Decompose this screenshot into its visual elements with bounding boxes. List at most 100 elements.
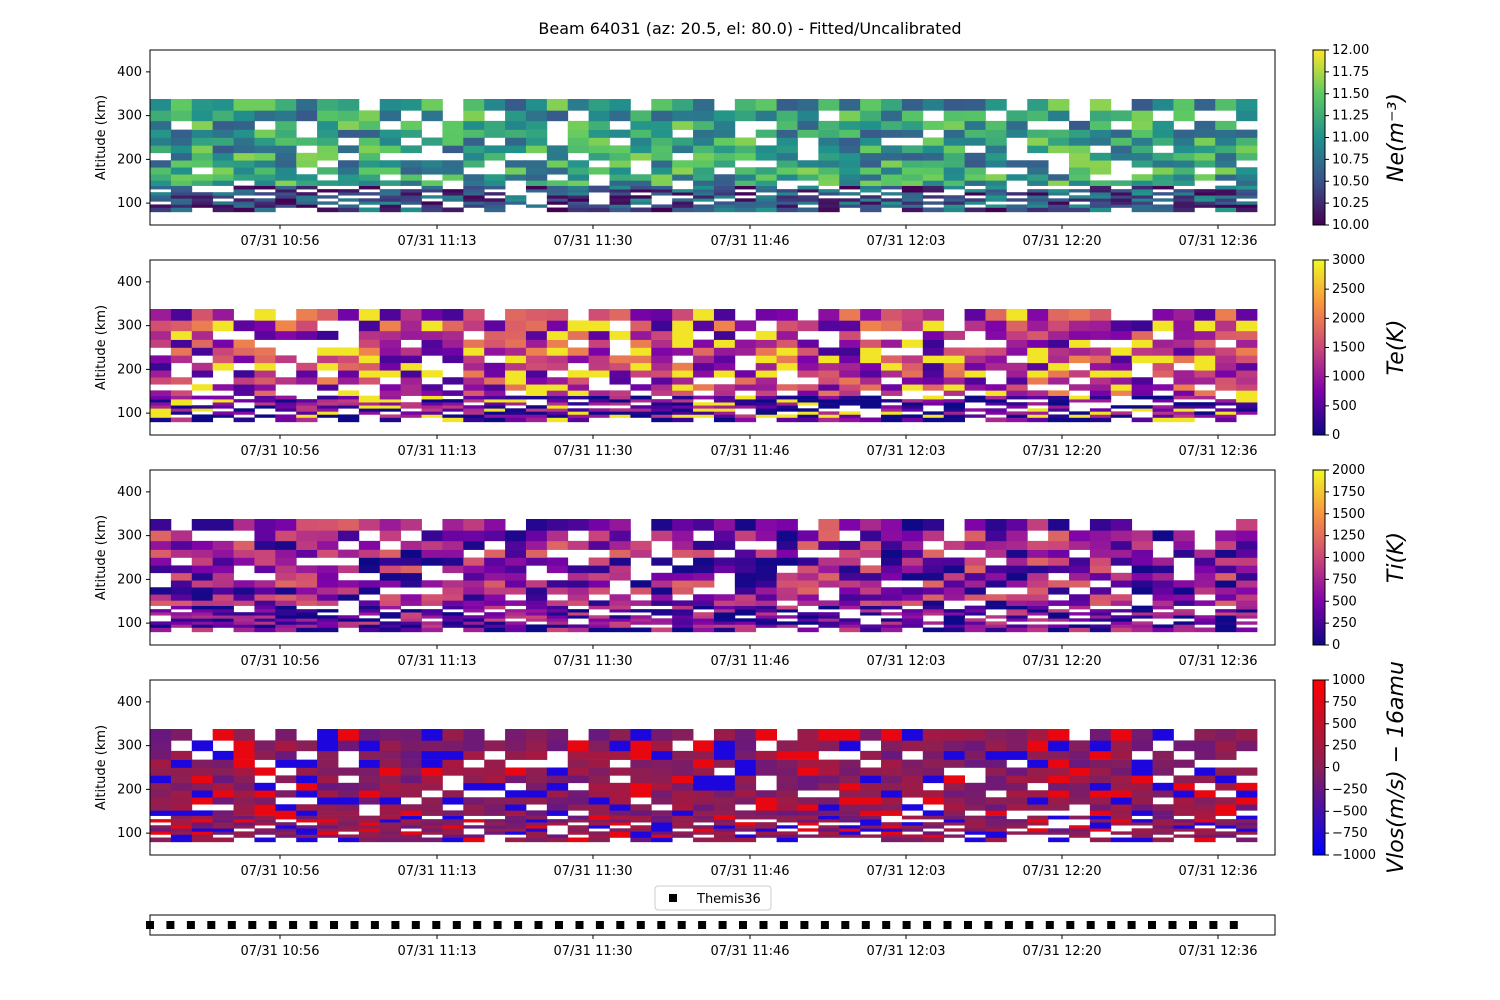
heatmap-cell [755,201,778,205]
heatmap-cell [943,411,965,415]
heatmap-cell [1236,384,1258,391]
heatmap-cell [839,201,861,205]
heatmap-cell [379,740,402,752]
heatmap-cell [651,834,673,838]
heatmap-cell [546,207,569,213]
heatmap-cell [505,137,527,146]
heatmap-cell [901,192,924,196]
heatmap-cell [1048,405,1070,409]
heatmap-cell [212,145,234,154]
heatmap-cell [463,729,485,741]
heatmap-cell [693,627,715,633]
heatmap-cell [839,540,861,550]
heatmap-cell [150,309,172,321]
heatmap-cell [630,330,652,340]
themis-marker [841,921,850,929]
heatmap-cell [755,621,778,625]
heatmap-cell [1069,309,1091,321]
heatmap-cell [337,565,360,574]
heatmap-cell [860,729,882,741]
heatmap-cell [1236,822,1258,826]
heatmap-cell [463,137,485,146]
heatmap-cell [1215,810,1237,816]
heatmap-cell [296,417,318,423]
heatmap-cell [296,810,318,816]
heatmap-cell [860,624,882,628]
heatmap-cell [881,160,903,168]
heatmap-cell [317,627,339,633]
themis-marker [984,921,993,929]
heatmap-cell [1069,557,1091,566]
heatmap-cell [1006,819,1028,823]
heatmap-cell [693,189,715,193]
heatmap-cell [170,540,193,550]
heatmap-cell [860,790,882,798]
heatmap-cell [150,825,172,829]
heatmap-cell [755,594,778,601]
heatmap-cell [233,99,255,111]
heatmap-cell [400,414,422,418]
heatmap-cell [1089,825,1112,829]
heatmap-cell [1194,580,1216,588]
heatmap-cell [1236,609,1258,613]
heatmap-cell [275,600,297,606]
heatmap-cell [275,185,297,190]
heatmap-cell [191,587,214,595]
heatmap-cell [191,831,214,835]
heatmap-cell [881,129,903,138]
heatmap-cell [150,790,172,798]
heatmap-cell [1173,180,1195,186]
heatmap-cell [358,405,381,409]
heatmap-cell [1236,204,1258,208]
heatmap-cell [442,759,464,768]
heatmap-cell [484,759,506,768]
heatmap-cell [1069,624,1091,628]
heatmap-cell [943,185,965,190]
heatmap-cell [254,185,276,190]
heatmap-cell [818,565,840,574]
colorbar-tick-label: 750 [1332,572,1357,587]
heatmap-cell [922,831,945,835]
heatmap-cell [1027,320,1049,332]
heatmap-cell [588,627,610,633]
heatmap-cell [484,129,506,138]
heatmap-cell [170,815,193,820]
heatmap-cell [630,621,652,625]
heatmap-cell [484,384,506,391]
heatmap-cell [1173,627,1195,633]
heatmap-cell [672,189,694,193]
heatmap-cell [860,417,882,423]
heatmap-cell [1152,198,1174,202]
heatmap-cell [818,207,840,213]
heatmap-cell [546,384,569,391]
heatmap-cell [818,355,840,364]
heatmap-cell [609,627,631,633]
heatmap-cell [839,557,861,566]
heatmap-cell [421,612,443,616]
heatmap-cell [379,615,402,619]
heatmap-cell [1089,395,1112,400]
heatmap-cell [1194,828,1216,832]
heatmap-cell [651,587,673,595]
x-tick-label: 07/31 12:20 [1022,944,1101,959]
heatmap-cell [734,417,757,423]
heatmap-cell [1215,185,1237,190]
heatmap-cell [567,377,590,385]
heatmap-cell [588,395,610,400]
heatmap-cell [651,347,673,356]
heatmap-cell [525,339,548,348]
heatmap-cell [755,759,778,768]
heatmap-cell [1236,207,1258,213]
colorbar-tick-label: 0 [1332,428,1340,443]
heatmap-cell [191,417,214,423]
heatmap-cell [212,207,234,213]
heatmap-cell [442,530,464,542]
heatmap-cell [1173,390,1195,396]
heatmap-cell [233,160,255,168]
heatmap-cell [1194,174,1216,181]
heatmap-cell [442,825,464,829]
heatmap-cell [254,320,276,332]
heatmap-cell [651,600,673,606]
heatmap-cell [881,549,903,558]
heatmap-cell [1048,204,1070,208]
